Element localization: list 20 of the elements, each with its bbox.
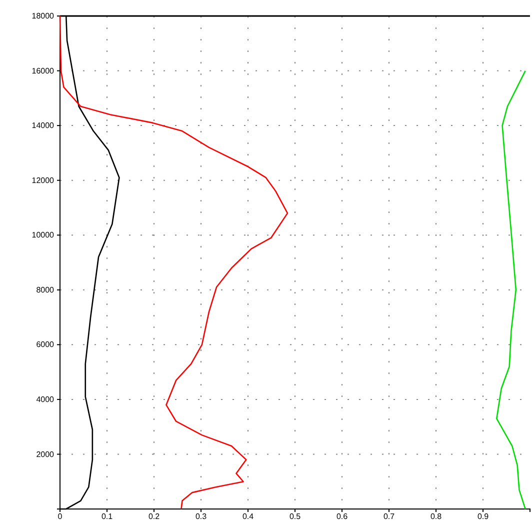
x-tick-label: 0.5 <box>289 512 302 521</box>
x-tick-label: 0.7 <box>383 512 396 521</box>
x-tick-label: 0 <box>58 512 63 521</box>
y-tick-label: 18000 <box>32 12 55 21</box>
x-tick-label: 0.3 <box>195 512 208 521</box>
line-series <box>496 70 526 510</box>
x-tick-label: 0.6 <box>336 512 348 521</box>
x-tick-label: 0.1 <box>101 512 114 521</box>
y-tick-label: 6000 <box>36 340 55 350</box>
y-tick-label: 12000 <box>32 176 55 185</box>
x-tick-label: 0.2 <box>148 512 160 521</box>
x-tick-label: 0.8 <box>430 512 442 521</box>
y-tick-label: 8000 <box>36 285 55 294</box>
y-tick-label: 14000 <box>32 121 55 130</box>
y-tick-label: 10000 <box>32 230 55 240</box>
x-tick-label: 0.4 <box>242 512 254 521</box>
y-tick-label: 16000 <box>32 66 55 76</box>
y-tick-label: 4000 <box>36 395 55 404</box>
x-tick-label: 0.9 <box>477 512 490 521</box>
y-tick-label: 2000 <box>36 450 55 459</box>
